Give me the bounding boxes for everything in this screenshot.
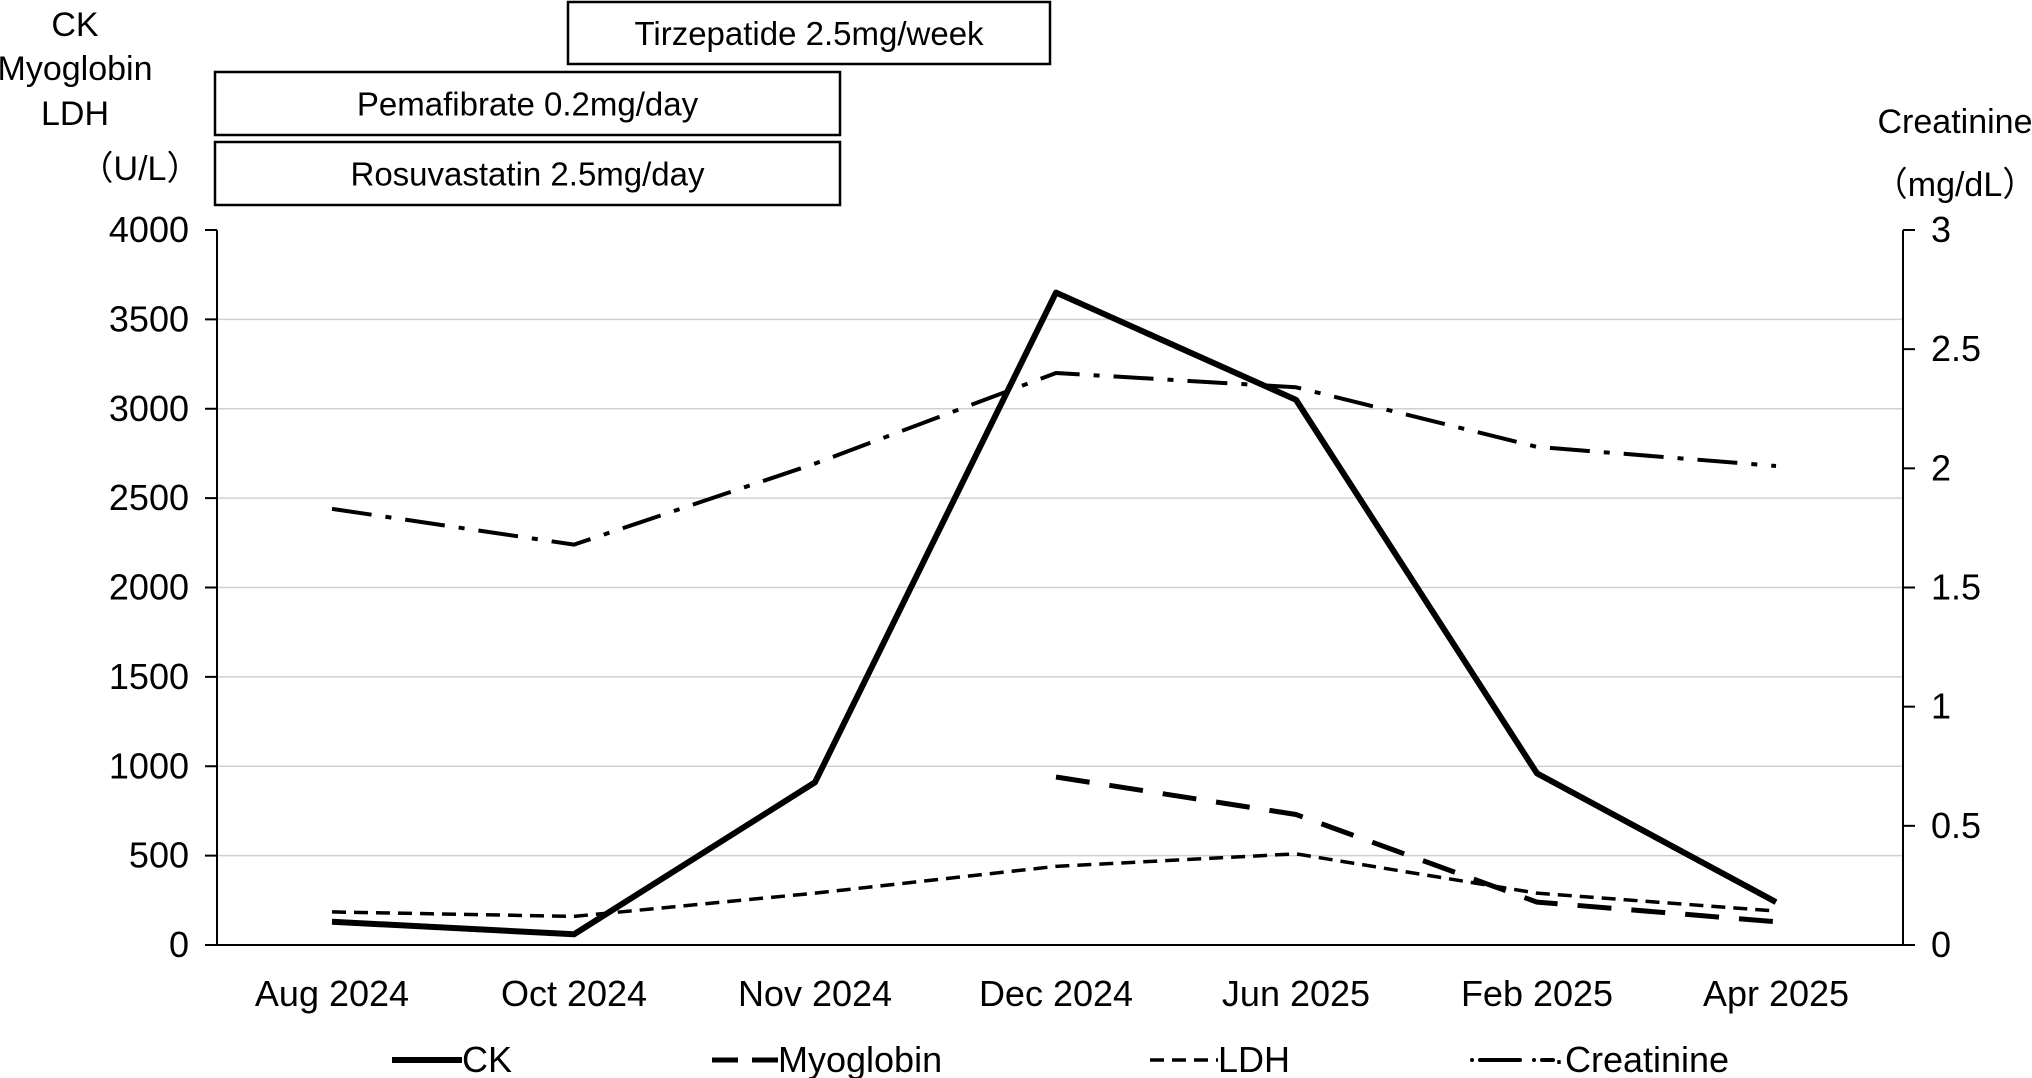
right-tick-label: 1.5 [1931,567,1981,608]
medication-bar [213,140,842,207]
medication-label: Rosuvastatin 2.5mg/day [350,156,705,193]
legend-label: ·Creatinine [1553,1039,1729,1078]
left-axis-title-line: CK [51,6,99,44]
right-tick-label: 1 [1931,686,1951,727]
right-axis-title-line: Creatinine [1878,103,2032,141]
medication-bar [213,70,842,137]
right-tick-label: 2.5 [1931,328,1981,369]
x-tick-label: Feb 2025 [1461,973,1613,1014]
medication-bars: Tirzepatide 2.5mg/week Pemafibrate 0.2mg/… [213,0,1052,207]
medication-label: Pemafibrate 0.2mg/day [357,86,699,123]
x-tick-label: Apr 2025 [1703,973,1849,1014]
left-axis: 0 500 1000 1500 2000 2500 3000 3500 4000 [109,209,217,965]
series-lines [331,289,1778,938]
left-tick-label: 1500 [109,656,189,697]
legend-label: CK [462,1039,512,1078]
left-axis-title-line: LDH [41,95,109,133]
series-line-creatinine [331,371,1777,547]
right-tick-label: 0.5 [1931,805,1981,846]
left-tick-label: 2000 [109,567,189,608]
medication-label: Tirzepatide 2.5mg/week [634,15,984,52]
axis-titles: CK Myoglobin LDH （U/L） Creatinine （mg/dL） [0,6,2032,204]
medication-bar [566,0,1052,66]
series-line-ck [331,289,1778,938]
x-tick-label: Oct 2024 [501,973,647,1014]
right-tick-label: 3 [1931,209,1951,250]
left-tick-label: 1000 [109,745,189,786]
right-axis: 0 0.5 1 1.5 2 2.5 3 [1903,209,1981,965]
left-tick-label: 2500 [109,477,189,518]
legend: CK Myoglobin LDH ·Creatinine [392,1039,1729,1078]
left-axis-title-line: Myoglobin [0,50,152,88]
series-line-myoglobin [1055,774,1777,925]
left-tick-label: 4000 [109,209,189,250]
left-tick-label: 0 [169,924,189,965]
legend-label: LDH [1218,1039,1290,1078]
x-tick-label: Aug 2024 [255,973,409,1014]
right-tick-label: 2 [1931,447,1951,488]
x-axis: Aug 2024 Oct 2024 Nov 2024 Dec 2024 Jun 2025… [255,973,1849,1014]
left-tick-label: 3000 [109,388,189,429]
gridlines [217,318,1903,857]
x-tick-label: Jun 2025 [1222,973,1370,1014]
left-tick-label: 3500 [109,298,189,339]
left-axis-title-line: （U/L） [80,150,201,188]
left-tick-label: 500 [129,835,189,876]
right-axis-title-line: （mg/dL） [1874,166,2032,204]
right-tick-label: 0 [1931,924,1951,965]
legend-label: Myoglobin [778,1039,942,1078]
series-line-ldh [331,852,1777,919]
x-tick-label: Nov 2024 [738,973,892,1014]
x-tick-label: Dec 2024 [979,973,1133,1014]
